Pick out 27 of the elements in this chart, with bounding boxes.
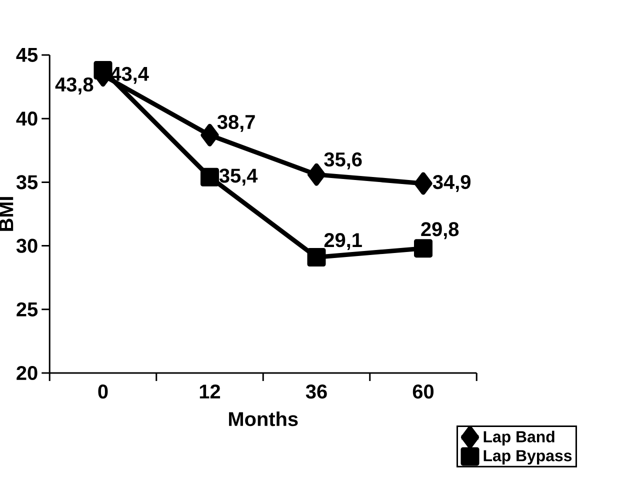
- point: [94, 61, 112, 80]
- y-tick-label: 20: [16, 366, 38, 380]
- point: [200, 124, 219, 146]
- data-label: 38,7: [217, 114, 255, 132]
- y-tick-label: 25: [16, 302, 38, 316]
- x-axis-title: Months: [229, 411, 298, 426]
- point: [308, 163, 326, 186]
- point: [414, 172, 432, 195]
- y-tick-label: 35: [16, 175, 38, 190]
- data-label: 29,8: [421, 222, 459, 240]
- point: [414, 239, 433, 258]
- y-tick-label: 30: [16, 238, 38, 253]
- data-label: 35,4: [219, 168, 258, 186]
- legend-label: Lap Band: [484, 430, 554, 446]
- data-label: 34,9: [432, 174, 470, 192]
- data-label: 35,6: [324, 152, 362, 170]
- x-tick-label: 60: [412, 384, 434, 399]
- x-tick-label: 0: [98, 384, 108, 399]
- x-tick-label: 36: [306, 384, 327, 399]
- y-tick-label: 45: [16, 48, 38, 62]
- point: [307, 248, 326, 266]
- data-label: 43,8: [55, 77, 94, 94]
- point: [200, 168, 220, 186]
- legend-label: Lap Bypass: [484, 450, 572, 464]
- x-tick-label: 12: [200, 384, 220, 398]
- data-label: 29,1: [324, 233, 362, 250]
- y-tick-label: 40: [16, 112, 38, 126]
